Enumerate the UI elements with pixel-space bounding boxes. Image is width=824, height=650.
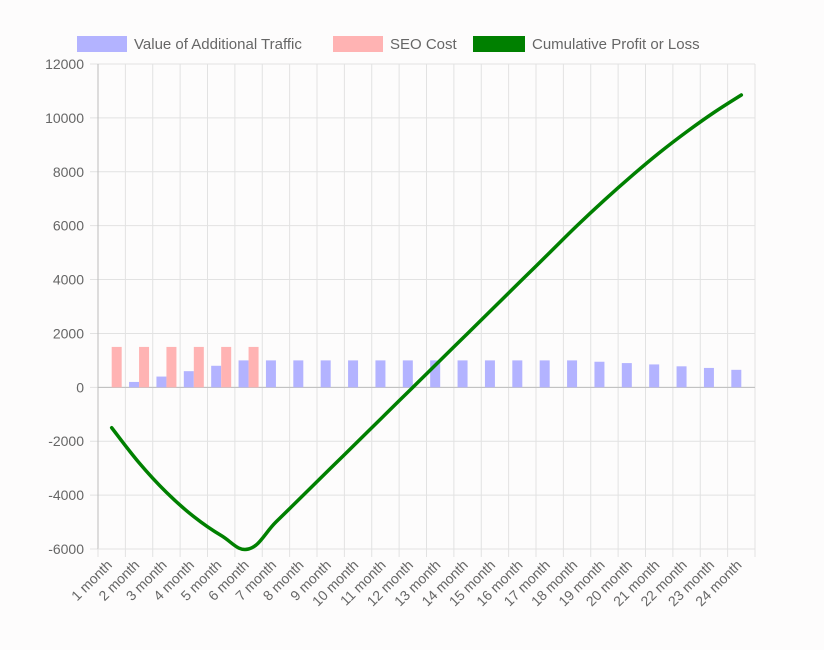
y-tick-label: 6000 (53, 218, 84, 234)
bar-value-of-additional-traffic (512, 360, 523, 388)
legend-label[interactable]: Cumulative Profit or Loss (532, 36, 700, 53)
bar-value-of-additional-traffic (731, 369, 742, 388)
bar-seo-cost (111, 346, 122, 388)
bar-seo-cost (221, 346, 232, 388)
y-tick-label: 0 (76, 379, 84, 395)
y-tick-label: 4000 (53, 272, 84, 288)
bar-value-of-additional-traffic (402, 360, 413, 388)
bar-seo-cost (193, 346, 204, 388)
legend-swatch (473, 36, 525, 52)
bar-value-of-additional-traffic (703, 367, 714, 388)
bar-value-of-additional-traffic (183, 371, 194, 388)
bar-value-of-additional-traffic (348, 360, 359, 388)
bar-value-of-additional-traffic (320, 360, 331, 388)
line-cumulative-profit-or-loss (109, 93, 744, 552)
y-tick-label: 10000 (45, 110, 84, 126)
bar-value-of-additional-traffic (375, 360, 386, 388)
y-tick-label: -4000 (48, 487, 84, 503)
bar-value-of-additional-traffic (238, 360, 249, 388)
bar-seo-cost (166, 346, 177, 388)
bar-value-of-additional-traffic (621, 363, 632, 388)
bar-seo-cost (139, 346, 150, 388)
line-series (109, 93, 744, 552)
bar-value-of-additional-traffic (293, 360, 304, 388)
bar-value-of-additional-traffic (156, 376, 167, 388)
y-tick-label: 2000 (53, 325, 84, 341)
y-tick-label: 12000 (45, 56, 84, 72)
legend-label[interactable]: SEO Cost (390, 36, 458, 53)
bar-value-of-additional-traffic (457, 360, 468, 388)
bar-value-of-additional-traffic (676, 366, 687, 388)
bar-value-of-additional-traffic (211, 365, 222, 388)
bar-value-of-additional-traffic (567, 360, 578, 388)
y-tick-label: -2000 (48, 433, 84, 449)
bar-value-of-additional-traffic (430, 360, 441, 388)
legend-label[interactable]: Value of Additional Traffic (134, 36, 302, 53)
bar-value-of-additional-traffic (265, 360, 276, 388)
y-tick-label: 8000 (53, 164, 84, 180)
y-axis: 12000 10000 8000 6000 4000 2000 0 -2000 -4000 -60… (45, 56, 755, 557)
legend-swatch (333, 36, 383, 52)
bar-value-of-additional-traffic (484, 360, 495, 388)
legend-swatch (77, 36, 127, 52)
bar-value-of-additional-traffic (539, 360, 550, 388)
chart-legend: Value of Additional Traffic SEO Cost Cumul… (77, 36, 700, 53)
chart-grid (90, 63, 756, 557)
y-tick-label: -6000 (48, 541, 84, 557)
bar-value-of-additional-traffic (649, 364, 660, 388)
bar-value-of-additional-traffic (129, 381, 140, 388)
bar-series (111, 346, 742, 388)
bar-value-of-additional-traffic (594, 361, 605, 388)
bar-seo-cost (248, 346, 259, 388)
